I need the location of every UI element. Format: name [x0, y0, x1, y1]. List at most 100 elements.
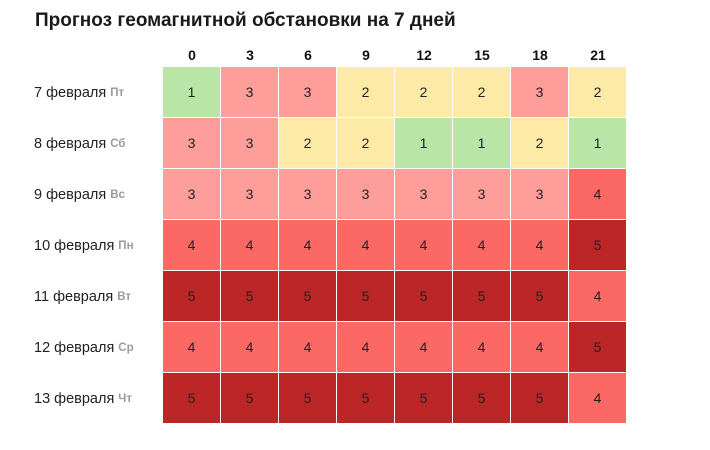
day-date: 10 февраля — [34, 237, 115, 254]
heatmap-cell: 5 — [395, 373, 453, 424]
heatmap-cell: 4 — [163, 220, 221, 271]
heatmap-cell: 1 — [395, 118, 453, 169]
day-of-week: Пт — [110, 86, 125, 99]
heatmap-cell: 4 — [569, 169, 627, 220]
heatmap-cell: 3 — [453, 169, 511, 220]
hour-label: 3 — [246, 47, 254, 63]
day-date: 7 февраля — [34, 84, 107, 101]
heatmap-cell: 3 — [221, 169, 279, 220]
chart-title: Прогноз геомагнитной обстановки на 7 дне… — [35, 10, 456, 31]
hour-label: 6 — [304, 47, 312, 63]
heatmap-cell: 5 — [569, 322, 627, 373]
heatmap-cell: 5 — [569, 220, 627, 271]
heatmap-cell: 5 — [453, 373, 511, 424]
heatmap-cell: 4 — [279, 322, 337, 373]
hour-label: 18 — [532, 47, 548, 63]
day-date: 8 февраля — [34, 135, 107, 152]
heatmap-cell: 5 — [163, 271, 221, 322]
heatmap-cell: 1 — [569, 118, 627, 169]
hour-label: 15 — [474, 47, 490, 63]
heatmap-cell: 4 — [511, 220, 569, 271]
day-of-week: Вс — [110, 188, 125, 201]
hour-label: 21 — [590, 47, 606, 63]
heatmap-cell: 2 — [511, 118, 569, 169]
heatmap-cell: 5 — [395, 271, 453, 322]
day-label: 11 февраля Вт — [0, 271, 163, 322]
day-date: 12 февраля — [34, 339, 115, 356]
heatmap-cell: 4 — [569, 271, 627, 322]
day-of-week: Пн — [118, 239, 134, 252]
heatmap-cell: 5 — [337, 373, 395, 424]
heatmap-cell: 4 — [221, 220, 279, 271]
heatmap-cell: 5 — [453, 271, 511, 322]
heatmap-cell: 4 — [337, 322, 395, 373]
heatmap-cell: 3 — [395, 169, 453, 220]
heatmap-cell: 2 — [453, 67, 511, 118]
day-label: 7 февраля Пт — [0, 67, 163, 118]
hour-label: 12 — [416, 47, 432, 63]
heatmap-cell: 1 — [163, 67, 221, 118]
heatmap-cell: 5 — [221, 271, 279, 322]
hour-axis: 0 3 6 9 12 15 18 21 — [163, 45, 627, 65]
heatmap-cell: 4 — [395, 322, 453, 373]
heatmap-cell: 4 — [337, 220, 395, 271]
day-of-week: Чт — [118, 392, 133, 405]
heatmap-cell: 2 — [337, 118, 395, 169]
day-label: 10 февраля Пн — [0, 220, 163, 271]
day-date: 11 февраля — [34, 288, 114, 305]
heatmap-cell: 3 — [163, 169, 221, 220]
heatmap-cell: 2 — [279, 118, 337, 169]
heatmap-cell: 4 — [569, 373, 627, 424]
day-of-week: Ср — [118, 341, 134, 354]
heatmap-cell: 4 — [453, 322, 511, 373]
heatmap-cell: 4 — [453, 220, 511, 271]
day-label: 12 февраля Ср — [0, 322, 163, 373]
heatmap-cell: 4 — [221, 322, 279, 373]
heatmap-cell: 3 — [279, 67, 337, 118]
heatmap-cell: 3 — [337, 169, 395, 220]
day-date: 9 февраля — [34, 186, 107, 203]
heatmap-cell: 5 — [511, 373, 569, 424]
heatmap-cell: 4 — [163, 322, 221, 373]
heatmap-cell: 2 — [337, 67, 395, 118]
heatmap-cell: 5 — [337, 271, 395, 322]
day-date: 13 февраля — [34, 390, 115, 407]
day-of-week: Сб — [110, 137, 126, 150]
day-label: 13 февраля Чт — [0, 373, 163, 424]
heatmap-cell: 4 — [395, 220, 453, 271]
heatmap-cell: 4 — [279, 220, 337, 271]
day-of-week: Вт — [117, 290, 132, 303]
heatmap-cell: 1 — [453, 118, 511, 169]
heatmap-cell: 3 — [511, 169, 569, 220]
heatmap-cell: 2 — [395, 67, 453, 118]
heatmap-cell: 3 — [511, 67, 569, 118]
heatmap-cell: 5 — [279, 373, 337, 424]
heatmap-cell: 3 — [221, 118, 279, 169]
hour-label: 9 — [362, 47, 370, 63]
heatmap-cell: 5 — [511, 271, 569, 322]
heatmap-cell: 2 — [569, 67, 627, 118]
day-label: 8 февраля Сб — [0, 118, 163, 169]
heatmap-cell: 3 — [163, 118, 221, 169]
hour-label: 0 — [188, 47, 196, 63]
day-label: 9 февраля Вс — [0, 169, 163, 220]
heatmap-cell: 3 — [279, 169, 337, 220]
heatmap-cell: 3 — [221, 67, 279, 118]
heatmap-cell: 5 — [221, 373, 279, 424]
heatmap-cell: 5 — [163, 373, 221, 424]
